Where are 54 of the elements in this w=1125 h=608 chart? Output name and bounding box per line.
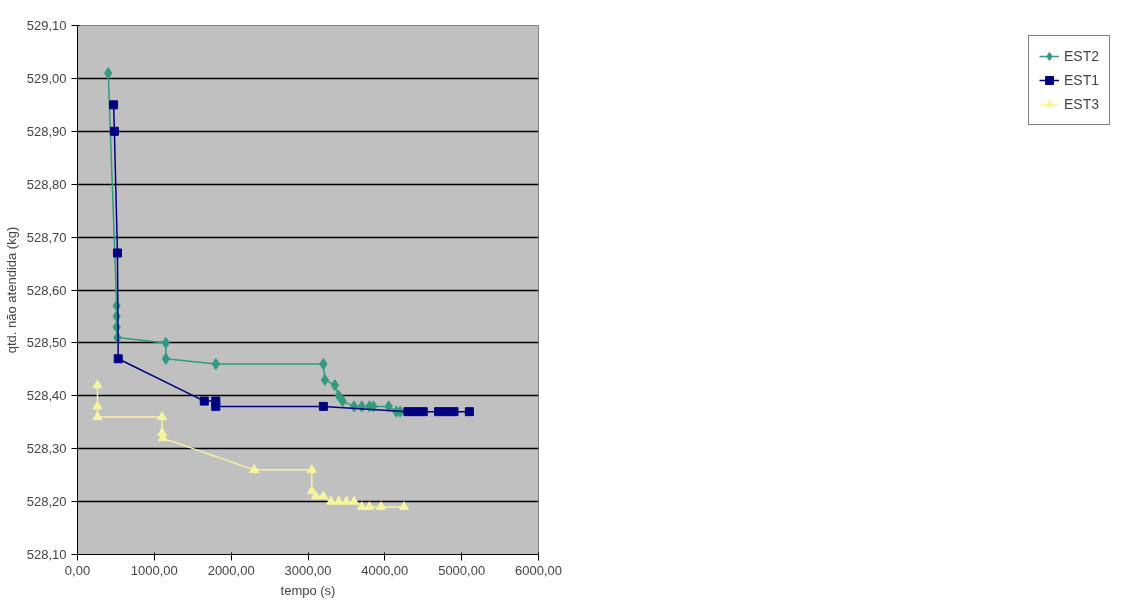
point	[403, 407, 413, 417]
point	[375, 501, 386, 510]
point	[199, 396, 209, 406]
point	[434, 407, 444, 417]
point	[306, 464, 317, 473]
point	[92, 411, 103, 421]
point	[161, 336, 171, 349]
point	[341, 495, 352, 505]
point	[464, 407, 474, 417]
point	[318, 401, 328, 411]
x-tick-label: 0,00	[64, 562, 91, 578]
x-tick-label: 2000,00	[207, 562, 255, 578]
y-tick-label: 528,20	[26, 494, 67, 510]
point	[418, 407, 428, 417]
point	[411, 407, 421, 417]
legend-label: EST1	[1063, 72, 1099, 88]
point	[449, 407, 459, 417]
x-tick-label: 4000,00	[361, 562, 409, 578]
point	[320, 373, 330, 386]
x-tick-label: 3000,00	[284, 562, 332, 578]
point	[349, 495, 360, 505]
point	[211, 401, 221, 411]
x-axis-title: tempo (s)	[280, 582, 336, 598]
point	[113, 354, 123, 364]
y-axis-title: qtd. não atendida (kg)	[3, 226, 19, 354]
point	[92, 400, 103, 410]
legend-label: EST2	[1063, 48, 1099, 64]
y-tick-label: 528,90	[26, 123, 67, 139]
y-tick-label: 528,60	[26, 282, 67, 298]
point	[399, 501, 410, 510]
y-tick-label: 529,10	[26, 18, 67, 33]
point	[92, 379, 103, 389]
point	[310, 490, 321, 500]
y-tick-label: 528,80	[26, 176, 67, 192]
point	[326, 495, 337, 505]
x-tick-label: 6000,00	[515, 562, 562, 578]
point	[157, 411, 168, 421]
point	[333, 495, 344, 505]
x-tick-label: 5000,00	[438, 562, 486, 578]
point	[109, 100, 119, 110]
y-tick-label: 528,50	[26, 335, 67, 351]
legend-label: EST3	[1063, 96, 1099, 112]
y-tick-label: 528,10	[26, 547, 67, 562]
point	[249, 464, 260, 473]
point	[109, 126, 119, 136]
y-tick-label: 528,30	[26, 441, 67, 457]
y-tick-label: 528,40	[26, 388, 67, 404]
point	[318, 490, 329, 500]
y-tick-label: 528,70	[26, 229, 67, 245]
point	[112, 248, 122, 258]
x-tick-label: 1000,00	[130, 562, 178, 578]
point	[330, 379, 340, 392]
point	[161, 352, 171, 365]
y-tick-label: 529,00	[26, 70, 67, 86]
